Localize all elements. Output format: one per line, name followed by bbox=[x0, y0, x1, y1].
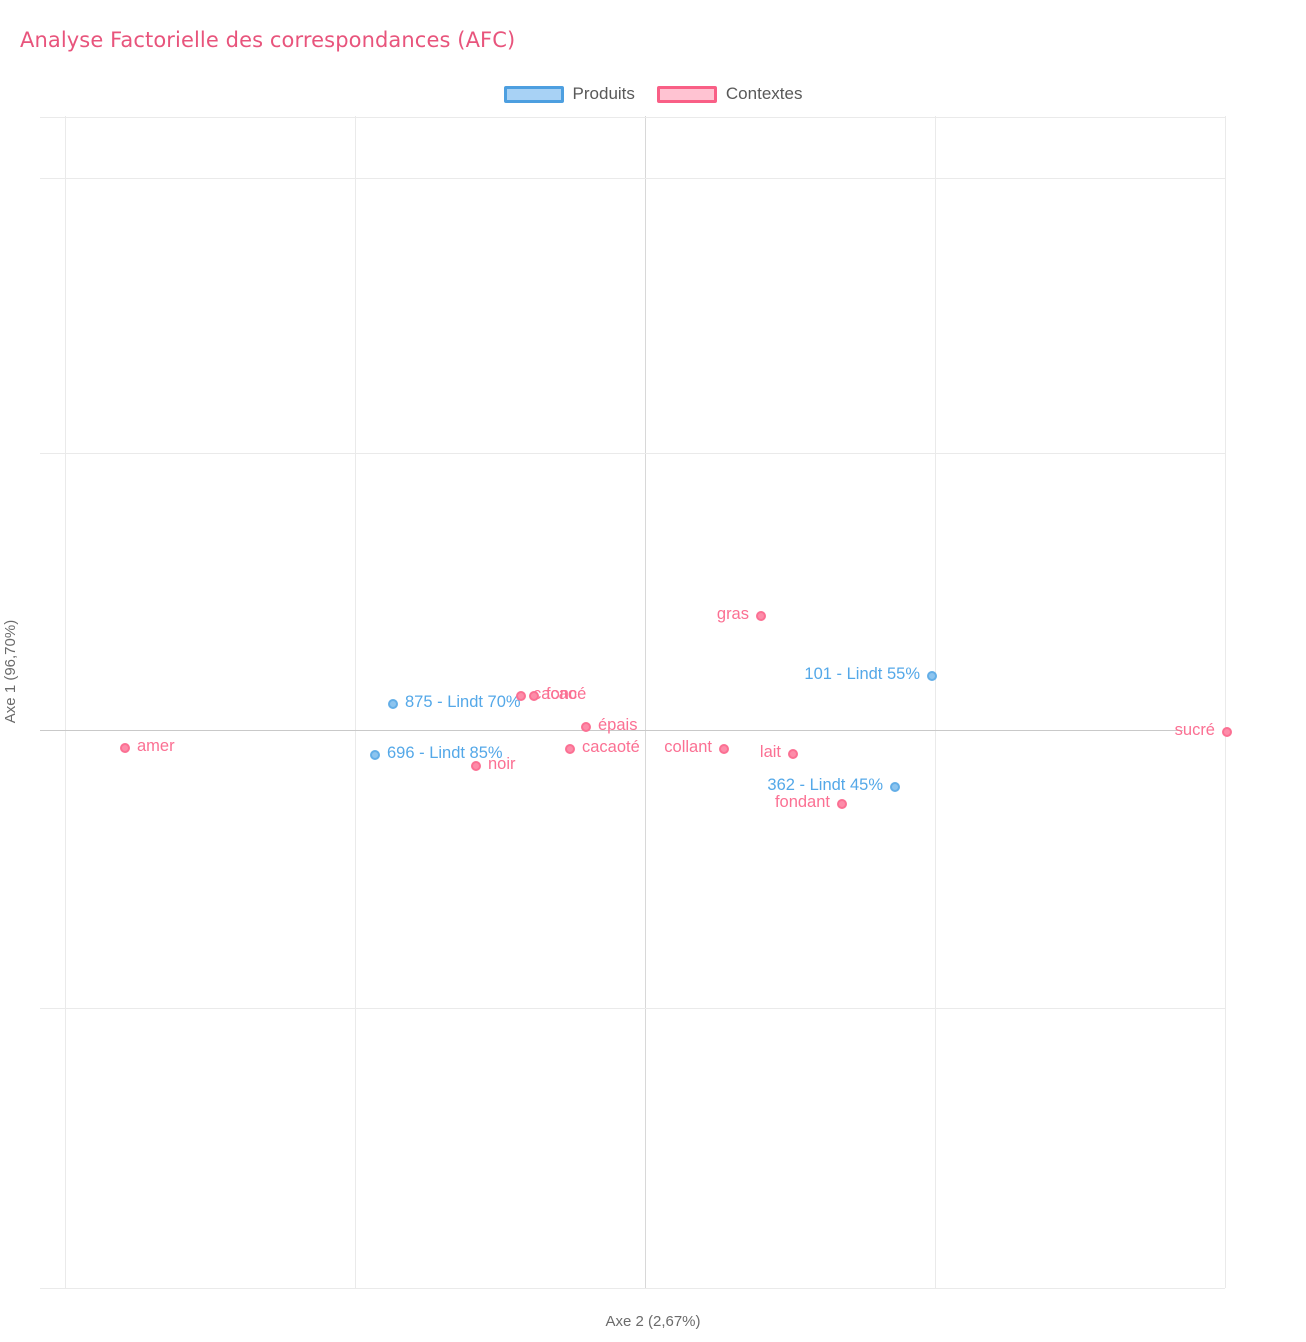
point-marker-contexte[interactable] bbox=[719, 744, 729, 754]
gridline-vertical bbox=[935, 116, 936, 1288]
gridline-horizontal bbox=[40, 1008, 1225, 1009]
legend-item-produits[interactable]: Produits bbox=[503, 84, 635, 104]
gridline-vertical bbox=[355, 116, 356, 1288]
gridline-vertical bbox=[1225, 116, 1226, 1288]
point-marker-produit[interactable] bbox=[890, 782, 900, 792]
gridline-horizontal bbox=[40, 178, 1225, 179]
point-marker-contexte[interactable] bbox=[788, 749, 798, 759]
horizontal-axis-line bbox=[40, 730, 1183, 731]
point-label: foncé bbox=[546, 685, 587, 703]
point-marker-produit[interactable] bbox=[927, 671, 937, 681]
point-label: cacao bbox=[533, 685, 578, 703]
gridline-horizontal bbox=[40, 117, 1225, 118]
point-label: 875 - Lindt 70% bbox=[405, 693, 521, 711]
point-marker-contexte[interactable] bbox=[471, 761, 481, 771]
point-marker-contexte[interactable] bbox=[581, 722, 591, 732]
point-label: épais bbox=[598, 716, 638, 734]
point-label: fondant bbox=[774, 793, 830, 811]
point-marker-contexte[interactable] bbox=[837, 799, 847, 809]
legend-swatch-produits bbox=[503, 85, 564, 103]
x-axis-label: Axe 2 (2,67%) bbox=[605, 1313, 701, 1330]
legend-label-contextes: Contextes bbox=[725, 84, 803, 103]
point-marker-produit[interactable] bbox=[370, 750, 380, 760]
point-label: sucré bbox=[1174, 721, 1215, 739]
point-marker-contexte[interactable] bbox=[756, 611, 766, 621]
point-label: noir bbox=[488, 755, 516, 773]
page-title: Analyse Factorielle des correspondances … bbox=[20, 28, 516, 52]
y-axis-label-text: Axe 1 (96,70%) bbox=[2, 619, 20, 723]
point-marker-contexte[interactable] bbox=[565, 744, 575, 754]
point-marker-contexte[interactable] bbox=[1222, 727, 1232, 737]
vertical-axis-line bbox=[645, 116, 646, 1288]
legend: Produits Contextes bbox=[0, 84, 1306, 104]
gridline-horizontal bbox=[40, 453, 1225, 454]
point-marker-contexte[interactable] bbox=[120, 743, 130, 753]
legend-swatch-contextes bbox=[656, 85, 717, 103]
gridline-vertical bbox=[65, 116, 66, 1288]
point-label: 362 - Lindt 45% bbox=[767, 776, 883, 794]
point-label: lait bbox=[759, 743, 781, 761]
point-marker-contexte[interactable] bbox=[516, 691, 526, 701]
point-label: amer bbox=[137, 737, 175, 755]
point-label: collant bbox=[664, 738, 712, 756]
point-label: 101 - Lindt 55% bbox=[804, 665, 920, 683]
legend-label-produits: Produits bbox=[572, 84, 635, 103]
legend-item-contextes[interactable]: Contextes bbox=[656, 84, 803, 104]
point-marker-contexte[interactable] bbox=[529, 691, 539, 701]
scatter-plot-area[interactable]: 875 - Lindt 70% 696 - Lindt 85% 101 - Lind… bbox=[40, 116, 1232, 1289]
y-axis-label: Axe 1 (96,70%) bbox=[0, 0, 22, 1342]
point-label: cacaoté bbox=[582, 738, 640, 756]
point-label: gras bbox=[716, 605, 749, 623]
point-label: 696 - Lindt 85% bbox=[387, 744, 503, 762]
gridline-horizontal bbox=[40, 1288, 1225, 1289]
point-marker-produit[interactable] bbox=[388, 699, 398, 709]
